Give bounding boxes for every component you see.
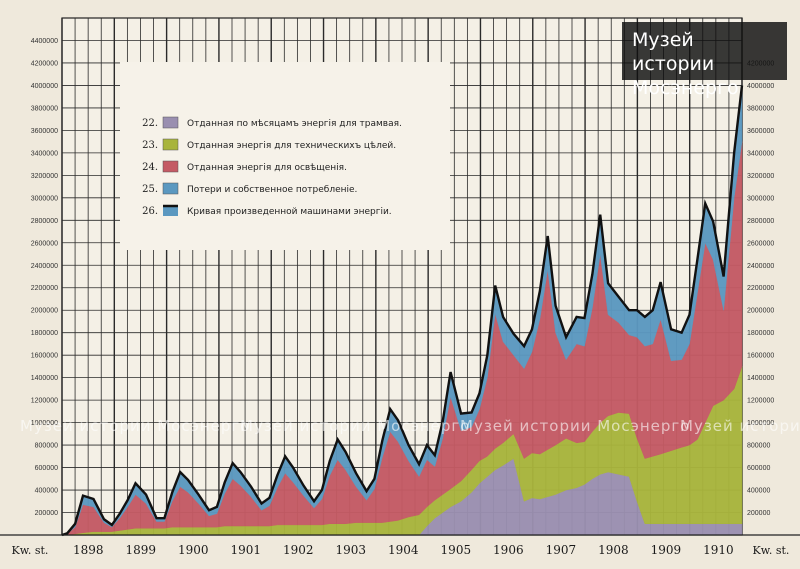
right-y-tick-label: 2400000	[747, 263, 774, 270]
right-y-tick-label: 2200000	[747, 285, 774, 292]
right-y-tick-label: 2000000	[747, 308, 774, 315]
right-y-tick-label: 1000000	[747, 420, 774, 427]
right-y-tick-label: 200000	[747, 510, 770, 517]
watermark-text: Музей истории Мосэнерго	[680, 417, 800, 435]
y-tick-label: 800000	[35, 443, 58, 450]
y-tick-label: 3800000	[31, 105, 58, 112]
y-tick-label: 1400000	[31, 375, 58, 382]
y-tick-label: 4200000	[31, 60, 58, 67]
legend-box	[120, 62, 450, 250]
legend-number: 24.	[142, 162, 158, 173]
y-tick-label: 1600000	[31, 353, 58, 360]
year-label: 1899	[125, 543, 156, 557]
year-label: 1905	[441, 543, 472, 557]
legend-label: Потери и собственное потребленіе.	[187, 185, 357, 195]
year-label: 1898	[73, 543, 104, 557]
y-tick-label: 4000000	[31, 83, 58, 90]
y-tick-label: 4400000	[31, 38, 58, 45]
right-y-tick-label: 3800000	[747, 105, 774, 112]
watermark-text: Музей истории Мосэнерго	[460, 417, 690, 435]
year-label: 1903	[336, 543, 367, 557]
right-y-tick-label: 1600000	[747, 353, 774, 360]
right-y-tick-label: 600000	[747, 465, 770, 472]
legend-swatch	[162, 116, 179, 129]
unit-label-left: Kw. st.	[12, 544, 49, 557]
right-y-tick-label: 1400000	[747, 375, 774, 382]
legend-number: 25.	[142, 184, 158, 195]
legend-swatch	[162, 182, 179, 195]
year-label: 1909	[651, 543, 682, 557]
legend: 22. Отданная по мѣсяцамъ энергія для трам…	[120, 62, 450, 250]
year-label: 1906	[493, 543, 524, 557]
total-production-line	[61, 85, 744, 537]
y-tick-label: 200000	[35, 510, 58, 517]
y-tick-label: 1800000	[31, 330, 58, 337]
right-y-tick-label: 400000	[747, 488, 770, 495]
year-label: 1910	[703, 543, 734, 557]
right-y-tick-label: 2800000	[747, 218, 774, 225]
right-y-tick-label: 3600000	[747, 128, 774, 135]
year-label: 1904	[388, 543, 419, 557]
right-y-tick-label: 4000000	[747, 83, 774, 90]
watermark-text: Музей истории Мосэнерго	[240, 417, 470, 435]
watermark-text: Музей истории Мосэнерго	[20, 417, 250, 435]
area-series	[61, 85, 744, 537]
right-y-tick-label: 2600000	[747, 240, 774, 247]
year-label: 1901	[231, 543, 262, 557]
y-tick-label: 2600000	[31, 240, 58, 247]
year-label: 1907	[546, 543, 577, 557]
right-y-tick-label: 1200000	[747, 398, 774, 405]
legend-label: Кривая произведенной машинами энергіи.	[187, 207, 392, 217]
y-tick-label: 2800000	[31, 218, 58, 225]
legend-number: 22.	[142, 118, 158, 129]
axes: 200000 400000 600000 800000 1000000 1200000 14…	[0, 38, 800, 557]
legend-swatch	[163, 205, 178, 216]
logo-line-1: Музей истории	[632, 29, 715, 75]
year-label: 1902	[283, 543, 314, 557]
legend-number: 26.	[142, 206, 158, 217]
y-tick-label: 3600000	[31, 128, 58, 135]
unit-label-right: Kw. st.	[753, 544, 790, 557]
y-tick-label: 3400000	[31, 150, 58, 157]
y-tick-label: 1000000	[31, 420, 58, 427]
y-tick-label: 3200000	[31, 173, 58, 180]
y-tick-label: 1200000	[31, 398, 58, 405]
museum-logo: Музей истории Мосэнерго	[622, 22, 787, 99]
year-label: 1908	[598, 543, 629, 557]
right-y-tick-label: 3000000	[747, 195, 774, 202]
y-tick-label: 2200000	[31, 285, 58, 292]
legend-swatch	[162, 160, 179, 173]
year-label: 1900	[178, 543, 209, 557]
legend-label: Отданная энергія для техническихъ цѣлей.	[187, 141, 396, 151]
legend-label: Отданная по мѣсяцамъ энергія для трамвая…	[187, 119, 402, 129]
right-y-tick-label: 3400000	[747, 150, 774, 157]
y-tick-label: 2400000	[31, 263, 58, 270]
right-y-tick-label: 3200000	[747, 173, 774, 180]
y-tick-label: 2000000	[31, 308, 58, 315]
y-tick-label: 3000000	[31, 195, 58, 202]
legend-label: Отданная энергія для освѣщенія.	[187, 163, 347, 173]
logo-line-2: Мосэнерго	[632, 77, 739, 99]
legend-number: 23.	[142, 140, 158, 151]
right-y-tick-label: 800000	[747, 443, 770, 450]
y-tick-label: 600000	[35, 465, 58, 472]
legend-swatch	[162, 138, 179, 151]
right-y-tick-label: 1800000	[747, 330, 774, 337]
y-tick-label: 400000	[35, 488, 58, 495]
